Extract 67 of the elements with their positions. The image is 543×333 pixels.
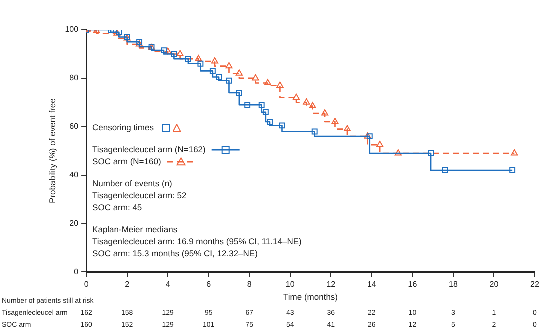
- point: [510, 168, 516, 174]
- point: [211, 57, 218, 64]
- y-tick-label: 100: [65, 25, 80, 34]
- point: [164, 48, 172, 54]
- x-tick-label: 20: [490, 280, 500, 290]
- point: [267, 119, 273, 126]
- point: [264, 79, 272, 86]
- point: [366, 134, 373, 140]
- point: [364, 132, 372, 139]
- point: [279, 122, 286, 129]
- legend-label: SOC arm (N=160): [92, 156, 162, 166]
- point: [322, 110, 329, 116]
- annotation: SOC arm: 45: [92, 202, 142, 212]
- point: [312, 128, 318, 135]
- point: [116, 30, 122, 36]
- point: [262, 109, 269, 116]
- point: [309, 102, 316, 109]
- x-tick-label: 18: [449, 280, 458, 290]
- annotation: Tisagenlecleucel arm: 52: [92, 190, 187, 200]
- x-tick-label: 16: [408, 280, 418, 290]
- point: [292, 94, 300, 100]
- x-tick-label: 12: [326, 280, 336, 290]
- annotation: Kaplan-Meier medians: [92, 224, 178, 234]
- point: [428, 150, 434, 156]
- y-tick-label: 20: [70, 218, 80, 228]
- point: [244, 102, 251, 108]
- x-tick-label: 2: [125, 280, 130, 290]
- annotation: Number of events (n): [92, 178, 173, 188]
- point: [226, 62, 233, 69]
- point: [344, 125, 351, 132]
- point: [176, 50, 184, 56]
- point: [376, 141, 384, 148]
- point: [303, 98, 310, 105]
- y-axis-title: Probability (%) of event free: [47, 98, 58, 204]
- y-tick-label: 0: [74, 267, 80, 276]
- point: [258, 102, 265, 108]
- point: [511, 150, 518, 156]
- point: [185, 56, 192, 62]
- x-tick-label: 0: [84, 280, 90, 290]
- x-tick-label: 4: [166, 280, 171, 290]
- x-tick-label: 8: [247, 280, 252, 290]
- point: [276, 82, 284, 88]
- annotation: Censoring times: [92, 122, 154, 132]
- x-tick-label: 6: [206, 280, 212, 290]
- x-tick-label: 22: [530, 280, 540, 290]
- point: [236, 90, 242, 96]
- point: [332, 118, 339, 124]
- annotation: SOC arm: 15.3 months (95% CI, 12.32–NE): [92, 248, 258, 258]
- point: [161, 48, 167, 54]
- point: [394, 150, 402, 156]
- point: [442, 168, 448, 174]
- point: [252, 74, 260, 81]
- point: [236, 70, 243, 76]
- point: [210, 68, 216, 74]
- point: [198, 60, 204, 67]
- x-tick-label: 14: [367, 280, 377, 290]
- point: [226, 78, 232, 84]
- point: [171, 51, 178, 58]
- x-tick-label: 10: [286, 280, 296, 290]
- annotation: Tisagenlecleucel arm: 16.9 months (95% CI, 11.14–NE): [92, 236, 302, 246]
- legend-label: Tisagenlecleucel arm (N=162): [92, 144, 206, 154]
- point: [216, 74, 222, 80]
- y-tick-label: 40: [70, 170, 80, 180]
- y-tick-label: 80: [70, 74, 80, 83]
- point: [195, 55, 202, 62]
- y-tick-label: 60: [70, 122, 80, 132]
- x-axis-title: Time (months): [284, 292, 338, 302]
